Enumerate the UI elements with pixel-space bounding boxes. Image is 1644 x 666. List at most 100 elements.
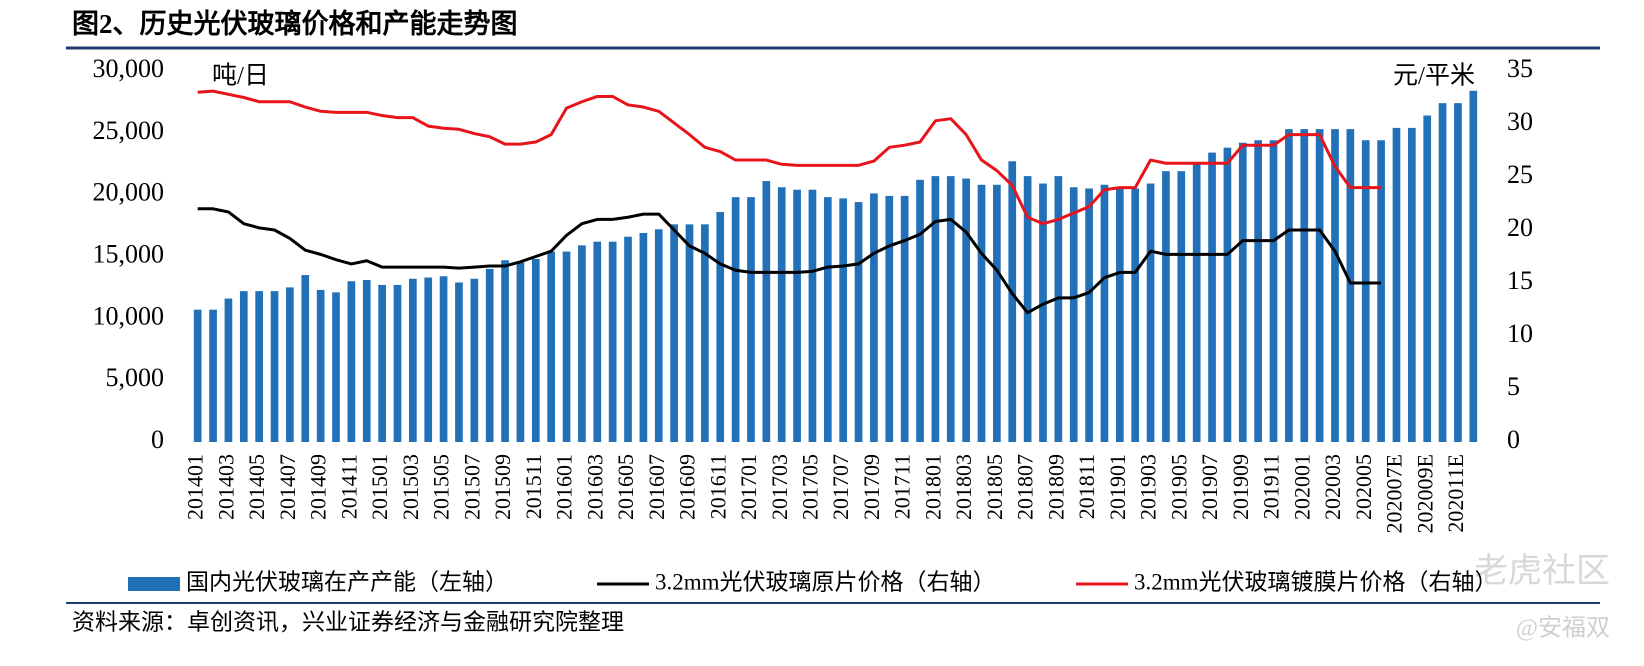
bar: [578, 245, 586, 442]
x-tick-label: 201703: [767, 454, 792, 520]
bar: [993, 184, 1001, 443]
y-tick-label: 25,000: [93, 116, 165, 145]
y-tick-label: 5,000: [106, 363, 165, 392]
bar: [1300, 129, 1309, 442]
x-tick-label: 201907: [1197, 454, 1222, 520]
bar: [332, 292, 340, 442]
legend-swatch: [128, 577, 180, 591]
bar: [808, 189, 817, 442]
x-tick-label: 201601: [552, 454, 577, 520]
bar: [1131, 188, 1140, 442]
bar: [1100, 184, 1109, 443]
y2-tick-label: 20: [1507, 213, 1533, 242]
x-tick-label: 201505: [429, 454, 454, 520]
x-tick-label: 201401: [183, 454, 208, 520]
y-tick-label: 15,000: [93, 239, 165, 268]
bar: [501, 260, 509, 442]
bar: [362, 279, 371, 442]
x-tick-label: 201507: [459, 454, 484, 520]
bar: [685, 224, 694, 442]
x-tick-label: 201405: [244, 454, 269, 520]
bar: [1454, 103, 1462, 443]
bar: [747, 197, 755, 442]
line: [197, 89, 1382, 226]
x-tick-label: 201611: [705, 454, 730, 519]
x-tick-label: 201805: [982, 454, 1007, 520]
y2-tick-label: 5: [1507, 372, 1520, 401]
x-tick-label: 201807: [1013, 454, 1038, 520]
bar: [1054, 176, 1063, 442]
bar: [239, 291, 248, 442]
source-note: 资料来源：卓创资讯，兴业证券经济与金融研究院整理: [72, 609, 624, 634]
bar: [916, 179, 924, 442]
bar: [1315, 129, 1324, 442]
line: [197, 207, 1382, 315]
bar: [762, 181, 771, 442]
x-tick-label: 201511: [521, 454, 546, 519]
x-tick-label: 202001: [1289, 454, 1314, 520]
bar: [1208, 152, 1216, 442]
x-tick-label: 201707: [828, 454, 853, 520]
bar: [193, 309, 202, 442]
bar: [270, 291, 279, 442]
bar: [1223, 147, 1232, 442]
x-tick-label: 202003: [1320, 454, 1345, 520]
bar: [885, 195, 894, 442]
bar: [624, 236, 632, 442]
bar: [1192, 163, 1201, 442]
x-tick-label: 202011E: [1443, 454, 1468, 533]
x-tick-label: 202009E: [1412, 454, 1437, 533]
y2-axis-label: 元/平米: [1393, 62, 1475, 90]
bar: [547, 251, 556, 442]
watermark: @安福双: [1516, 615, 1610, 642]
bar: [1238, 142, 1247, 442]
x-tick-label: 201609: [675, 454, 700, 520]
x-tick-label: 201607: [644, 454, 669, 520]
x-tick-label: 201605: [613, 454, 638, 520]
x-tick-label: 201811: [1074, 454, 1099, 519]
bar: [1407, 127, 1416, 443]
bar: [716, 211, 725, 442]
bar: [654, 229, 663, 442]
bar: [209, 309, 217, 442]
x-tick-label: 201403: [213, 454, 238, 520]
bar: [516, 262, 525, 442]
y2-tick-label: 35: [1507, 54, 1533, 83]
bar: [393, 284, 402, 442]
bar: [1269, 140, 1278, 442]
bar: [1331, 129, 1339, 442]
y-tick-label: 0: [151, 425, 164, 454]
x-tick-label: 201711: [890, 454, 915, 519]
bar: [793, 189, 801, 442]
bar: [870, 193, 878, 442]
bar: [701, 224, 709, 442]
bar: [854, 202, 863, 442]
y2-tick-label: 10: [1507, 319, 1533, 348]
x-tick-label: 201801: [920, 454, 945, 520]
bar: [1346, 129, 1355, 442]
bar: [593, 241, 602, 442]
bar: [962, 178, 970, 442]
bar: [1254, 140, 1262, 442]
y2-tick-label: 25: [1507, 160, 1533, 189]
bar: [409, 278, 417, 442]
bar: [1039, 183, 1047, 442]
bar: [1377, 140, 1385, 442]
y-tick-label: 10,000: [93, 301, 165, 330]
x-tick-label: 201909: [1228, 454, 1253, 520]
x-tick-label: 201903: [1136, 454, 1161, 520]
y2-tick-label: 0: [1507, 425, 1520, 454]
bar: [531, 258, 540, 442]
bar: [823, 197, 832, 442]
bar: [731, 197, 740, 442]
bar: [839, 198, 848, 442]
bar: [316, 289, 325, 442]
bar: [1438, 103, 1447, 443]
x-tick-label: 201409: [306, 454, 331, 520]
bar: [1285, 129, 1293, 442]
bar: [1469, 90, 1478, 442]
bar: [439, 276, 448, 442]
bar: [255, 291, 264, 442]
y2-tick-label: 15: [1507, 266, 1533, 295]
x-tick-label: 201901: [1105, 454, 1130, 520]
